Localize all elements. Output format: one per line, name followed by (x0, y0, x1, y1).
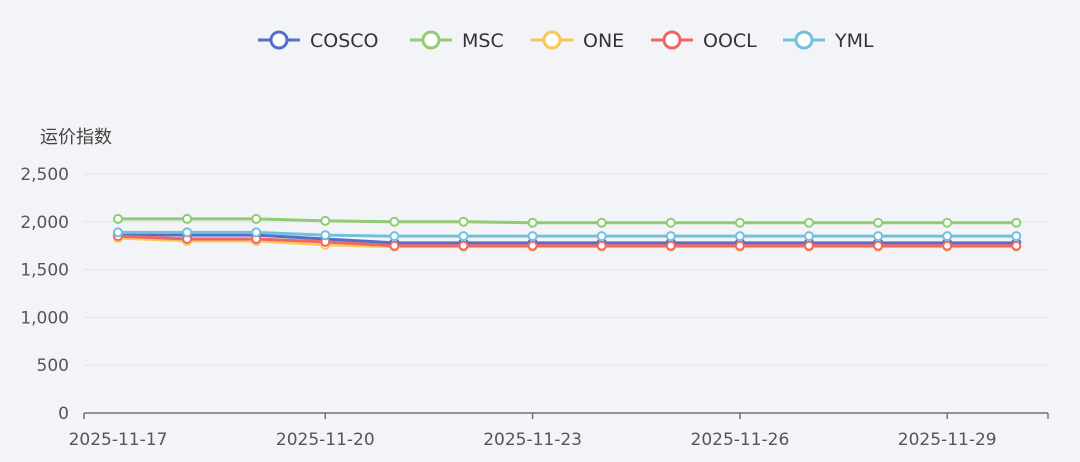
x-tick-label: 2025-11-23 (483, 430, 582, 450)
data-point-msc[interactable] (734, 217, 745, 228)
data-point-msc[interactable] (1011, 217, 1022, 228)
legend: COSCO MSC ONE OOCL YML (258, 30, 874, 52)
legend-label: YML (834, 30, 874, 52)
data-point-msc[interactable] (458, 216, 469, 227)
data-point-yml[interactable] (1011, 231, 1022, 242)
x-axis: 2025-11-17 2025-11-20 2025-11-23 2025-11-26… (69, 412, 1049, 450)
legend-marker-icon (662, 30, 682, 50)
legend-item-oocl[interactable]: OOCL (651, 30, 757, 52)
data-point-msc[interactable] (804, 217, 814, 228)
data-point-oocl[interactable] (873, 240, 884, 251)
legend-item-cosco[interactable]: COSCO (258, 30, 379, 52)
y-axis: 0 500 1,000 1,500 2,000 2,500 (20, 165, 69, 424)
data-point-msc[interactable] (113, 213, 123, 224)
legend-marker-icon (269, 30, 289, 50)
y-axis-label: 运价指数 (40, 127, 112, 148)
series-line-msc (118, 217, 1017, 225)
data-point-oocl[interactable] (458, 240, 469, 251)
y-tick-label: 2,500 (20, 165, 69, 185)
data-point-yml[interactable] (113, 227, 123, 238)
y-tick-label: 2,000 (20, 213, 69, 233)
series-line-yml (118, 230, 1017, 238)
data-point-msc[interactable] (182, 213, 193, 224)
data-point-yml[interactable] (804, 231, 814, 242)
grid-lines (84, 173, 1048, 366)
legend-item-msc[interactable]: MSC (410, 30, 504, 52)
legend-marker-icon (794, 30, 814, 50)
x-tick-label: 2025-11-17 (69, 430, 168, 450)
series-line-oocl (117, 234, 1017, 248)
data-point-yml[interactable] (665, 231, 676, 242)
legend-item-yml[interactable]: YML (783, 30, 874, 52)
data-point-oocl[interactable] (665, 240, 676, 251)
series-points (113, 213, 1022, 252)
legend-label: COSCO (310, 30, 379, 52)
data-point-yml[interactable] (527, 231, 538, 242)
data-point-msc[interactable] (873, 217, 884, 228)
data-point-yml[interactable] (458, 231, 469, 242)
y-tick-label: 0 (58, 404, 69, 424)
x-tick-label: 2025-11-20 (276, 430, 375, 450)
data-point-oocl[interactable] (734, 240, 745, 251)
legend-marker-icon (421, 30, 441, 50)
series-lines (117, 217, 1017, 249)
data-point-yml[interactable] (942, 231, 953, 242)
data-point-msc[interactable] (942, 217, 953, 228)
legend-label: MSC (462, 30, 504, 52)
x-tick-label: 2025-11-29 (898, 430, 997, 450)
data-point-yml[interactable] (734, 231, 745, 242)
data-point-oocl[interactable] (527, 240, 538, 251)
data-point-yml[interactable] (182, 227, 193, 238)
data-point-msc[interactable] (389, 216, 400, 227)
legend-label: ONE (583, 30, 624, 52)
data-point-msc[interactable] (251, 213, 262, 224)
data-point-oocl[interactable] (804, 240, 814, 251)
data-point-msc[interactable] (527, 217, 538, 228)
data-point-msc[interactable] (320, 215, 331, 226)
legend-item-one[interactable]: ONE (531, 30, 624, 52)
legend-label: OOCL (703, 30, 757, 52)
legend-marker-icon (542, 30, 562, 50)
y-tick-label: 500 (37, 356, 69, 376)
series-line-cosco (117, 232, 1017, 245)
data-point-msc[interactable] (665, 217, 676, 228)
data-point-yml[interactable] (596, 231, 607, 242)
data-point-oocl[interactable] (389, 240, 400, 251)
data-point-oocl[interactable] (1011, 240, 1022, 251)
x-tick-label: 2025-11-26 (691, 430, 790, 450)
y-tick-label: 1,000 (20, 308, 69, 328)
data-point-oocl[interactable] (942, 240, 953, 251)
data-point-oocl[interactable] (596, 240, 607, 251)
data-point-msc[interactable] (596, 217, 607, 228)
data-point-yml[interactable] (251, 227, 262, 238)
data-point-yml[interactable] (320, 230, 331, 241)
y-tick-label: 1,500 (20, 261, 69, 281)
data-point-yml[interactable] (873, 231, 884, 242)
data-point-yml[interactable] (389, 231, 400, 242)
